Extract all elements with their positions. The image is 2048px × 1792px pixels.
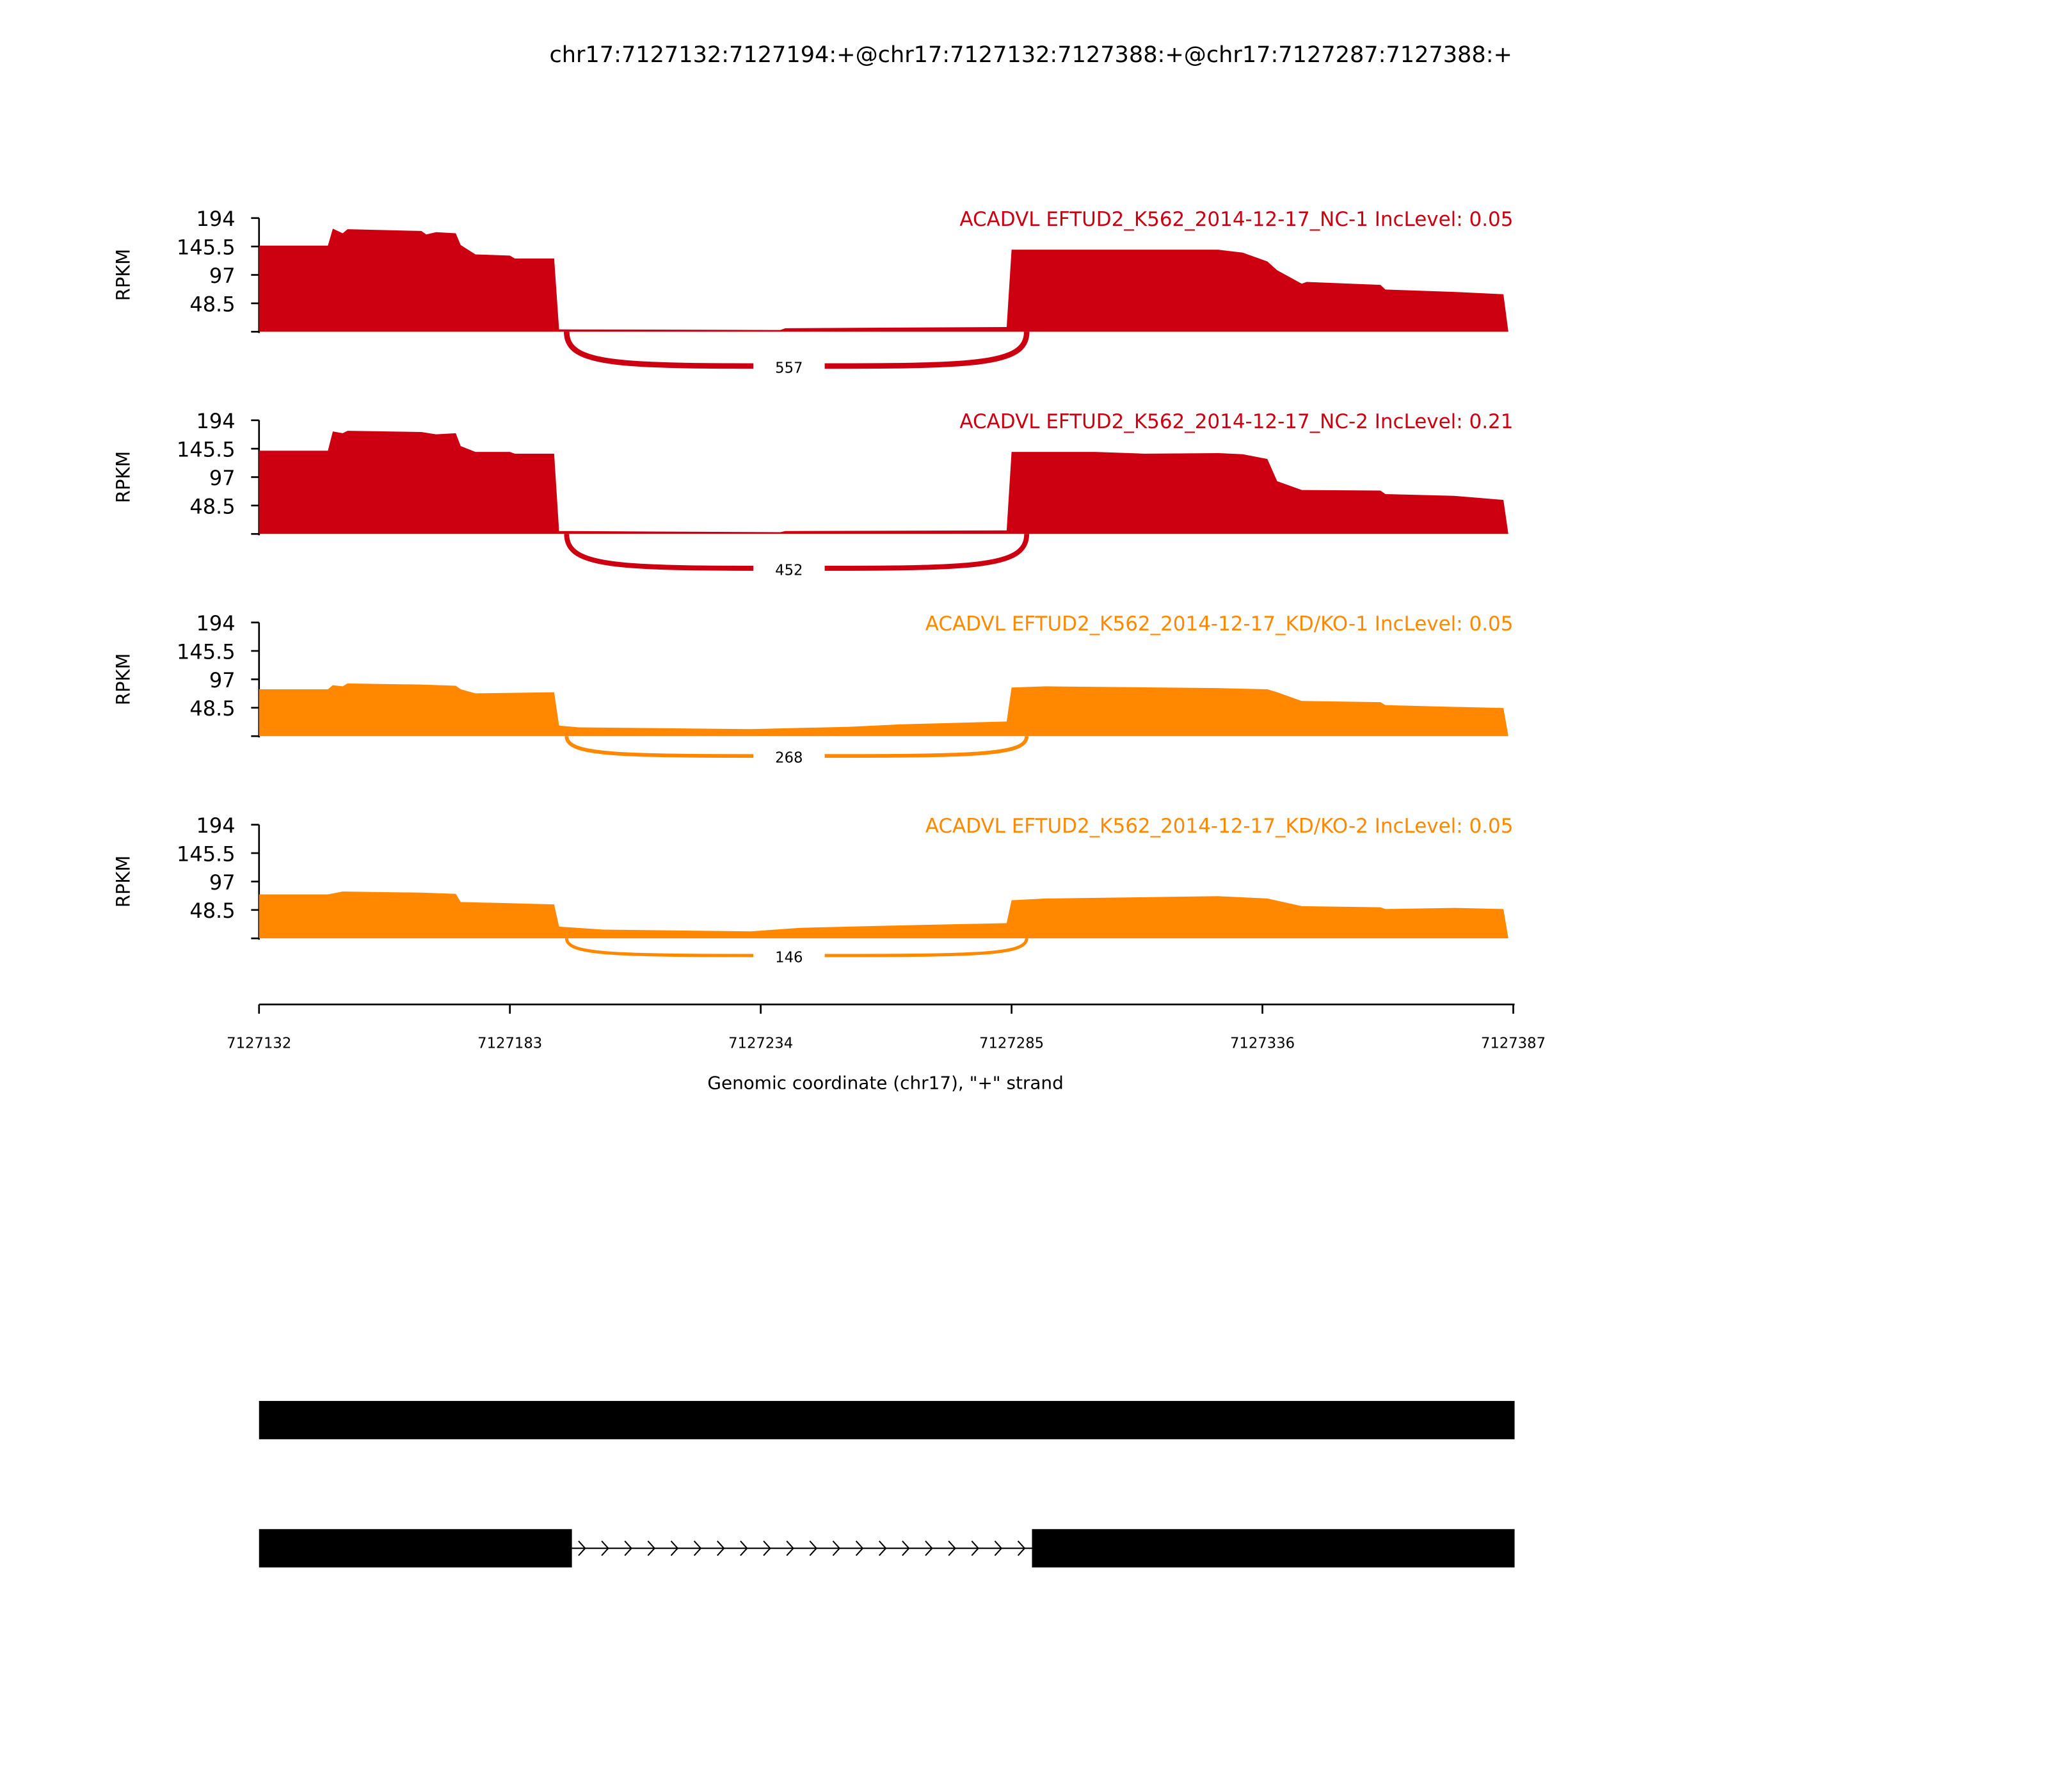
strand-arrow-icon (971, 1540, 980, 1556)
strand-arrow-icon (624, 1540, 632, 1556)
y-tick-label: 97 (209, 466, 236, 490)
junction-count: 146 (775, 949, 803, 966)
y-tick-label: 194 (196, 409, 236, 433)
strand-arrow-icon (809, 1540, 818, 1556)
y-tick-label: 48.5 (189, 494, 235, 518)
y-tick-label: 194 (196, 611, 236, 636)
y-tick-label: 194 (196, 813, 236, 838)
exon-block (259, 1529, 572, 1568)
strand-arrow-icon (717, 1540, 725, 1556)
x-tick-label: 7127234 (728, 1036, 793, 1052)
strand-arrow-icon (786, 1540, 794, 1556)
transcript (259, 1529, 1515, 1568)
x-tick-label: 7127132 (227, 1036, 291, 1052)
y-tick-label: 145.5 (177, 842, 236, 866)
sample-label: ACADVL EFTUD2_K562_2014-12-17_NC-2 IncLe… (959, 410, 1513, 433)
y-tick-label: 145.5 (177, 437, 236, 461)
sample-label: ACADVL EFTUD2_K562_2014-12-17_KD/KO-1 In… (925, 612, 1514, 636)
y-tick-label: 48.5 (189, 292, 235, 316)
y-axis-label: RPKM (112, 856, 134, 908)
x-tick-label: 7127387 (1481, 1036, 1546, 1052)
x-axis: 7127132 7127183 7127234 7127285 7127336 71273… (227, 1004, 1546, 1052)
gene-model (259, 1400, 1515, 1568)
y-tick-label: 48.5 (189, 696, 235, 721)
junction-label-box (753, 353, 825, 380)
sample-panel: 194 145.5 97 48.5 RPKM ACADVL EFTUD2_K562_201… (112, 611, 1513, 769)
sample-label: ACADVL EFTUD2_K562_2014-12-17_KD/KO-2 In… (925, 815, 1514, 838)
junction-label-box (753, 942, 825, 969)
exon-block (1032, 1529, 1515, 1568)
strand-arrow-icon (740, 1540, 748, 1556)
sample-panel: 194 145.5 97 48.5 RPKM ACADVL EFTUD2_K562_201… (112, 813, 1513, 969)
strand-arrow-icon (994, 1540, 1003, 1556)
y-tick-label: 97 (209, 668, 236, 692)
y-tick-label: 97 (209, 870, 236, 895)
transcript (259, 1400, 1515, 1439)
y-tick-label: 97 (209, 264, 236, 288)
x-axis-label: Genomic coordinate (chr17), "+" strand (707, 1073, 1063, 1094)
strand-arrow-icon (647, 1540, 656, 1556)
strand-arrow-icon (763, 1540, 771, 1556)
junction-count: 557 (775, 360, 803, 376)
coverage-area (259, 431, 1508, 534)
strand-arrow-icon (578, 1540, 586, 1556)
y-axis-label: RPKM (112, 249, 134, 301)
strand-arrow-icon (948, 1540, 956, 1556)
strand-arrow-icon (1017, 1540, 1026, 1556)
coverage-area (259, 683, 1508, 737)
strand-arrow-icon (878, 1540, 887, 1556)
coverage-area (259, 228, 1508, 332)
y-tick-label: 194 (196, 207, 236, 231)
junction-count: 452 (775, 562, 803, 579)
strand-arrow-icon (832, 1540, 841, 1556)
junction-count: 268 (775, 750, 803, 767)
strand-arrow-icon (925, 1540, 933, 1556)
x-tick-label: 7127336 (1230, 1036, 1295, 1052)
strand-arrow-icon (693, 1540, 702, 1556)
y-axis-label: RPKM (112, 451, 134, 503)
sample-label: ACADVL EFTUD2_K562_2014-12-17_NC-1 IncLe… (959, 208, 1513, 231)
junction-label-box (753, 555, 825, 582)
strand-arrow-icon (902, 1540, 910, 1556)
chart-title: chr17:7127132:7127194:+@chr17:7127132:71… (550, 42, 1512, 68)
coverage-area (259, 891, 1508, 939)
strand-arrow-icon (670, 1540, 679, 1556)
exon-block (259, 1400, 1515, 1439)
strand-arrow-icon (601, 1540, 609, 1556)
y-tick-label: 48.5 (189, 899, 235, 923)
y-tick-label: 145.5 (177, 639, 236, 664)
sample-panel: 194 145.5 97 48.5 RPKM ACADVL EFTUD2_K562_201… (112, 207, 1513, 380)
x-tick-label: 7127285 (979, 1036, 1044, 1052)
strand-arrow-icon (855, 1540, 864, 1556)
x-tick-label: 7127183 (477, 1036, 542, 1052)
junction-label-box (753, 742, 825, 769)
y-axis-label: RPKM (112, 653, 134, 705)
y-tick-label: 145.5 (177, 236, 236, 260)
sample-panel: 194 145.5 97 48.5 RPKM ACADVL EFTUD2_K562_201… (112, 409, 1513, 582)
